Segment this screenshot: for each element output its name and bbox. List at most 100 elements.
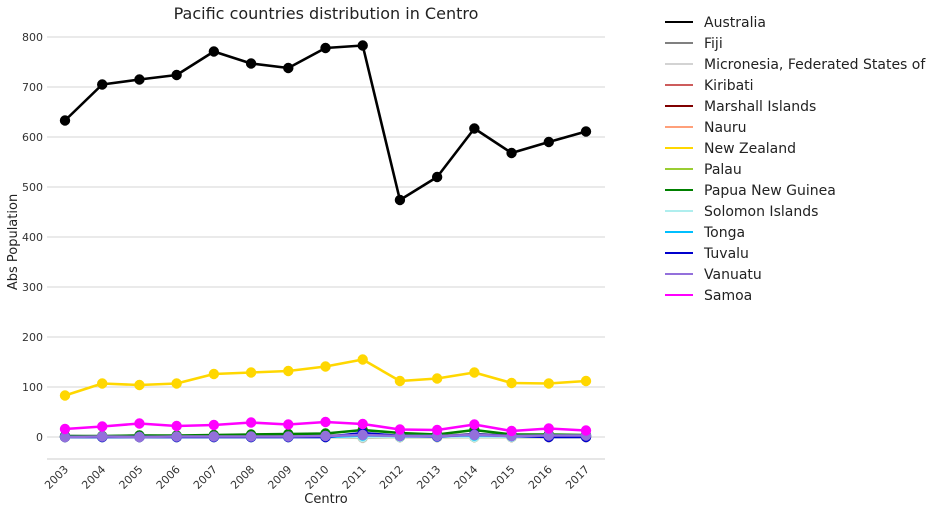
data-point xyxy=(208,419,220,431)
legend-item: Fiji xyxy=(665,36,723,52)
y-tick-label: 700 xyxy=(22,81,43,94)
x-tick-label: 2008 xyxy=(228,463,257,492)
data-point xyxy=(208,368,220,380)
data-point xyxy=(283,365,294,377)
legend-item: New Zealand xyxy=(665,141,796,157)
data-point xyxy=(320,42,331,54)
data-point xyxy=(59,423,71,435)
data-point xyxy=(357,429,368,441)
x-tick-label: 2003 xyxy=(42,463,71,492)
data-point xyxy=(97,431,108,442)
data-point xyxy=(469,429,480,441)
series-australia xyxy=(59,40,592,206)
data-point xyxy=(97,421,108,432)
legend: Australia Fiji Micronesia, Federated State… xyxy=(665,15,926,304)
data-point xyxy=(134,431,145,443)
y-tick-label: 400 xyxy=(22,231,43,244)
data-point xyxy=(469,123,480,134)
legend-item: Micronesia, Federated States of xyxy=(665,57,926,73)
x-tick-label: 2016 xyxy=(526,463,555,492)
y-tick-label: 500 xyxy=(22,181,43,194)
series-vanuatu xyxy=(59,429,592,443)
legend-item: Samoa xyxy=(665,288,752,304)
legend-label: Micronesia, Federated States of xyxy=(704,57,926,73)
legend-label: Tonga xyxy=(703,225,745,241)
x-tick-label: 2014 xyxy=(451,463,480,492)
x-tick-label: 2017 xyxy=(563,463,592,492)
data-point xyxy=(580,126,592,137)
y-tick-label: 200 xyxy=(22,331,43,344)
y-tick-label: 0 xyxy=(36,431,43,444)
data-point xyxy=(208,431,220,442)
data-point xyxy=(357,40,368,51)
y-tick-label: 300 xyxy=(22,281,43,294)
legend-label: Tuvalu xyxy=(703,246,749,262)
data-point xyxy=(543,423,554,434)
x-tick-label: 2015 xyxy=(489,463,518,492)
data-point xyxy=(320,361,331,372)
data-point xyxy=(59,115,71,126)
legend-item: Australia xyxy=(665,15,766,31)
legend-item: Kiribati xyxy=(665,78,754,94)
legend-label: Fiji xyxy=(704,36,723,52)
chart-title: Pacific countries distribution in Centro xyxy=(174,4,479,23)
x-axis-ticks: 2003 2004 2005 2006 2007 2008 2009 2010 2011 2012… xyxy=(42,463,592,492)
legend-label: Solomon Islands xyxy=(704,204,818,220)
legend-item: Vanuatu xyxy=(665,267,762,283)
legend-label: Vanuatu xyxy=(704,267,762,283)
series-samoa xyxy=(59,416,592,437)
data-point xyxy=(171,378,182,389)
x-tick-label: 2012 xyxy=(377,463,406,492)
data-point xyxy=(431,171,443,183)
legend-label: Australia xyxy=(704,15,766,31)
data-point xyxy=(245,417,257,428)
legend-item: Solomon Islands xyxy=(665,204,818,220)
data-point xyxy=(580,375,592,387)
legend-item: Nauru xyxy=(665,120,747,136)
data-point xyxy=(283,419,294,430)
y-tick-label: 600 xyxy=(22,131,43,144)
legend-label: Papua New Guinea xyxy=(704,183,836,199)
data-point xyxy=(97,378,108,389)
data-point xyxy=(543,136,554,148)
legend-label: Marshall Islands xyxy=(704,99,816,115)
data-point xyxy=(394,375,406,387)
x-tick-label: 2013 xyxy=(414,463,443,492)
data-point xyxy=(543,378,554,389)
data-point xyxy=(506,147,517,159)
data-point xyxy=(394,424,406,435)
data-point xyxy=(394,194,406,206)
data-point xyxy=(357,354,368,365)
data-point xyxy=(134,418,145,429)
legend-item: Papua New Guinea xyxy=(665,183,836,199)
data-point xyxy=(97,79,108,90)
data-point xyxy=(245,431,257,442)
data-point xyxy=(580,425,592,436)
x-tick-label: 2007 xyxy=(191,463,220,492)
data-point xyxy=(245,367,257,378)
x-tick-label: 2010 xyxy=(303,463,332,492)
legend-item: Tonga xyxy=(665,225,745,241)
legend-item: Palau xyxy=(665,162,742,178)
x-tick-label: 2009 xyxy=(265,463,294,492)
x-tick-label: 2005 xyxy=(117,463,146,492)
x-axis-label: Centro xyxy=(304,492,347,507)
series-line xyxy=(64,44,587,202)
grid-lines xyxy=(47,36,605,438)
data-point xyxy=(506,377,517,389)
data-point xyxy=(171,431,182,442)
data-point xyxy=(59,390,71,401)
data-point xyxy=(469,419,480,430)
data-point xyxy=(283,62,294,74)
x-tick-label: 2006 xyxy=(154,463,183,492)
data-point xyxy=(320,416,331,428)
data-point xyxy=(431,424,443,436)
y-tick-label: 800 xyxy=(22,31,43,44)
x-tick-label: 2011 xyxy=(340,463,369,492)
series-layer xyxy=(59,40,592,444)
data-point xyxy=(469,367,480,378)
data-point xyxy=(208,46,220,57)
legend-item: Tuvalu xyxy=(665,246,749,262)
data-point xyxy=(357,418,368,430)
y-axis-label: Abs Population xyxy=(6,194,21,290)
